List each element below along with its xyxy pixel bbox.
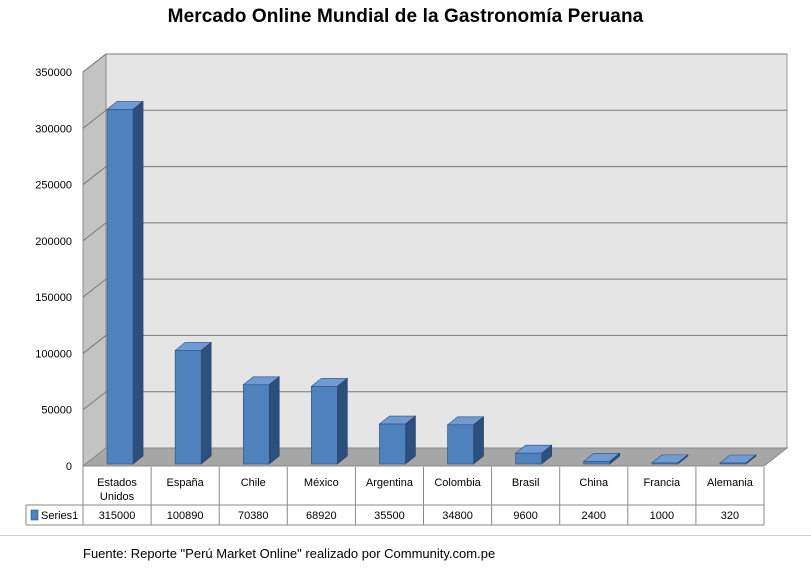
bar bbox=[242, 384, 270, 465]
bar-side bbox=[132, 100, 144, 465]
bar-chart: 0 50000 100000 150000 200000 250000 300000 3500… bbox=[25, 52, 789, 526]
data-label: 320 bbox=[721, 510, 739, 522]
bar bbox=[174, 350, 202, 465]
gridline bbox=[82, 109, 787, 129]
y-tick-label: 300000 bbox=[35, 123, 72, 135]
data-label: 315000 bbox=[99, 510, 136, 522]
x-tick-label: Francia bbox=[644, 477, 682, 489]
x-tick-label: Brasil bbox=[512, 477, 540, 489]
gridline bbox=[82, 166, 787, 185]
x-tick-label: Chile bbox=[241, 477, 266, 489]
source-note: Fuente: Reporte "Perú Market Online" rea… bbox=[83, 546, 496, 561]
data-label: 35500 bbox=[374, 510, 405, 522]
y-tick-label: 200000 bbox=[35, 236, 72, 248]
bar-side bbox=[405, 415, 416, 465]
x-tick-label: Alemania bbox=[707, 477, 754, 489]
chart-side-wall bbox=[82, 52, 107, 468]
gridline bbox=[82, 222, 787, 242]
y-tick-label: 150000 bbox=[35, 292, 72, 304]
y-tick-label: 100000 bbox=[35, 348, 72, 360]
bar bbox=[379, 423, 406, 465]
bar bbox=[311, 386, 338, 465]
data-label: 2400 bbox=[582, 510, 606, 522]
data-label: 34800 bbox=[442, 510, 473, 522]
y-tick-label: 350000 bbox=[35, 67, 72, 79]
data-label: 68920 bbox=[306, 510, 337, 522]
bar bbox=[106, 109, 134, 465]
x-tick-label: México bbox=[304, 477, 339, 489]
x-tick-label: Argentina bbox=[366, 477, 414, 489]
data-label: 1000 bbox=[650, 510, 674, 522]
data-label: 9600 bbox=[513, 510, 537, 522]
y-tick-label: 250000 bbox=[35, 180, 72, 192]
x-tick-label: Colombia bbox=[434, 477, 481, 489]
bar bbox=[583, 460, 611, 465]
data-label: 100890 bbox=[167, 510, 204, 522]
y-tick-label: 0 bbox=[66, 461, 72, 473]
bar bbox=[447, 424, 474, 465]
bar-side bbox=[337, 377, 348, 465]
x-tick-label: España bbox=[166, 477, 204, 489]
footer-divider bbox=[0, 535, 811, 536]
bar bbox=[719, 462, 747, 465]
gridline bbox=[82, 53, 787, 73]
gridline bbox=[82, 278, 787, 298]
bar bbox=[515, 452, 542, 465]
data-label: 70380 bbox=[238, 510, 269, 522]
gridline bbox=[82, 391, 787, 411]
legend-label: Series1 bbox=[41, 510, 78, 522]
bar bbox=[651, 462, 679, 465]
legend-swatch bbox=[30, 509, 39, 521]
y-tick-label: 50000 bbox=[41, 405, 72, 417]
chart-title: Mercado Online Mundial de la Gastronomía… bbox=[167, 6, 644, 27]
bar-side bbox=[268, 376, 280, 465]
bar-side bbox=[473, 416, 484, 465]
x-tick-label: China bbox=[579, 477, 609, 489]
gridline bbox=[82, 334, 787, 354]
bar-side bbox=[200, 341, 212, 465]
x-tick-label: Estados bbox=[97, 477, 137, 489]
x-tick-label: Unidos bbox=[100, 491, 135, 503]
